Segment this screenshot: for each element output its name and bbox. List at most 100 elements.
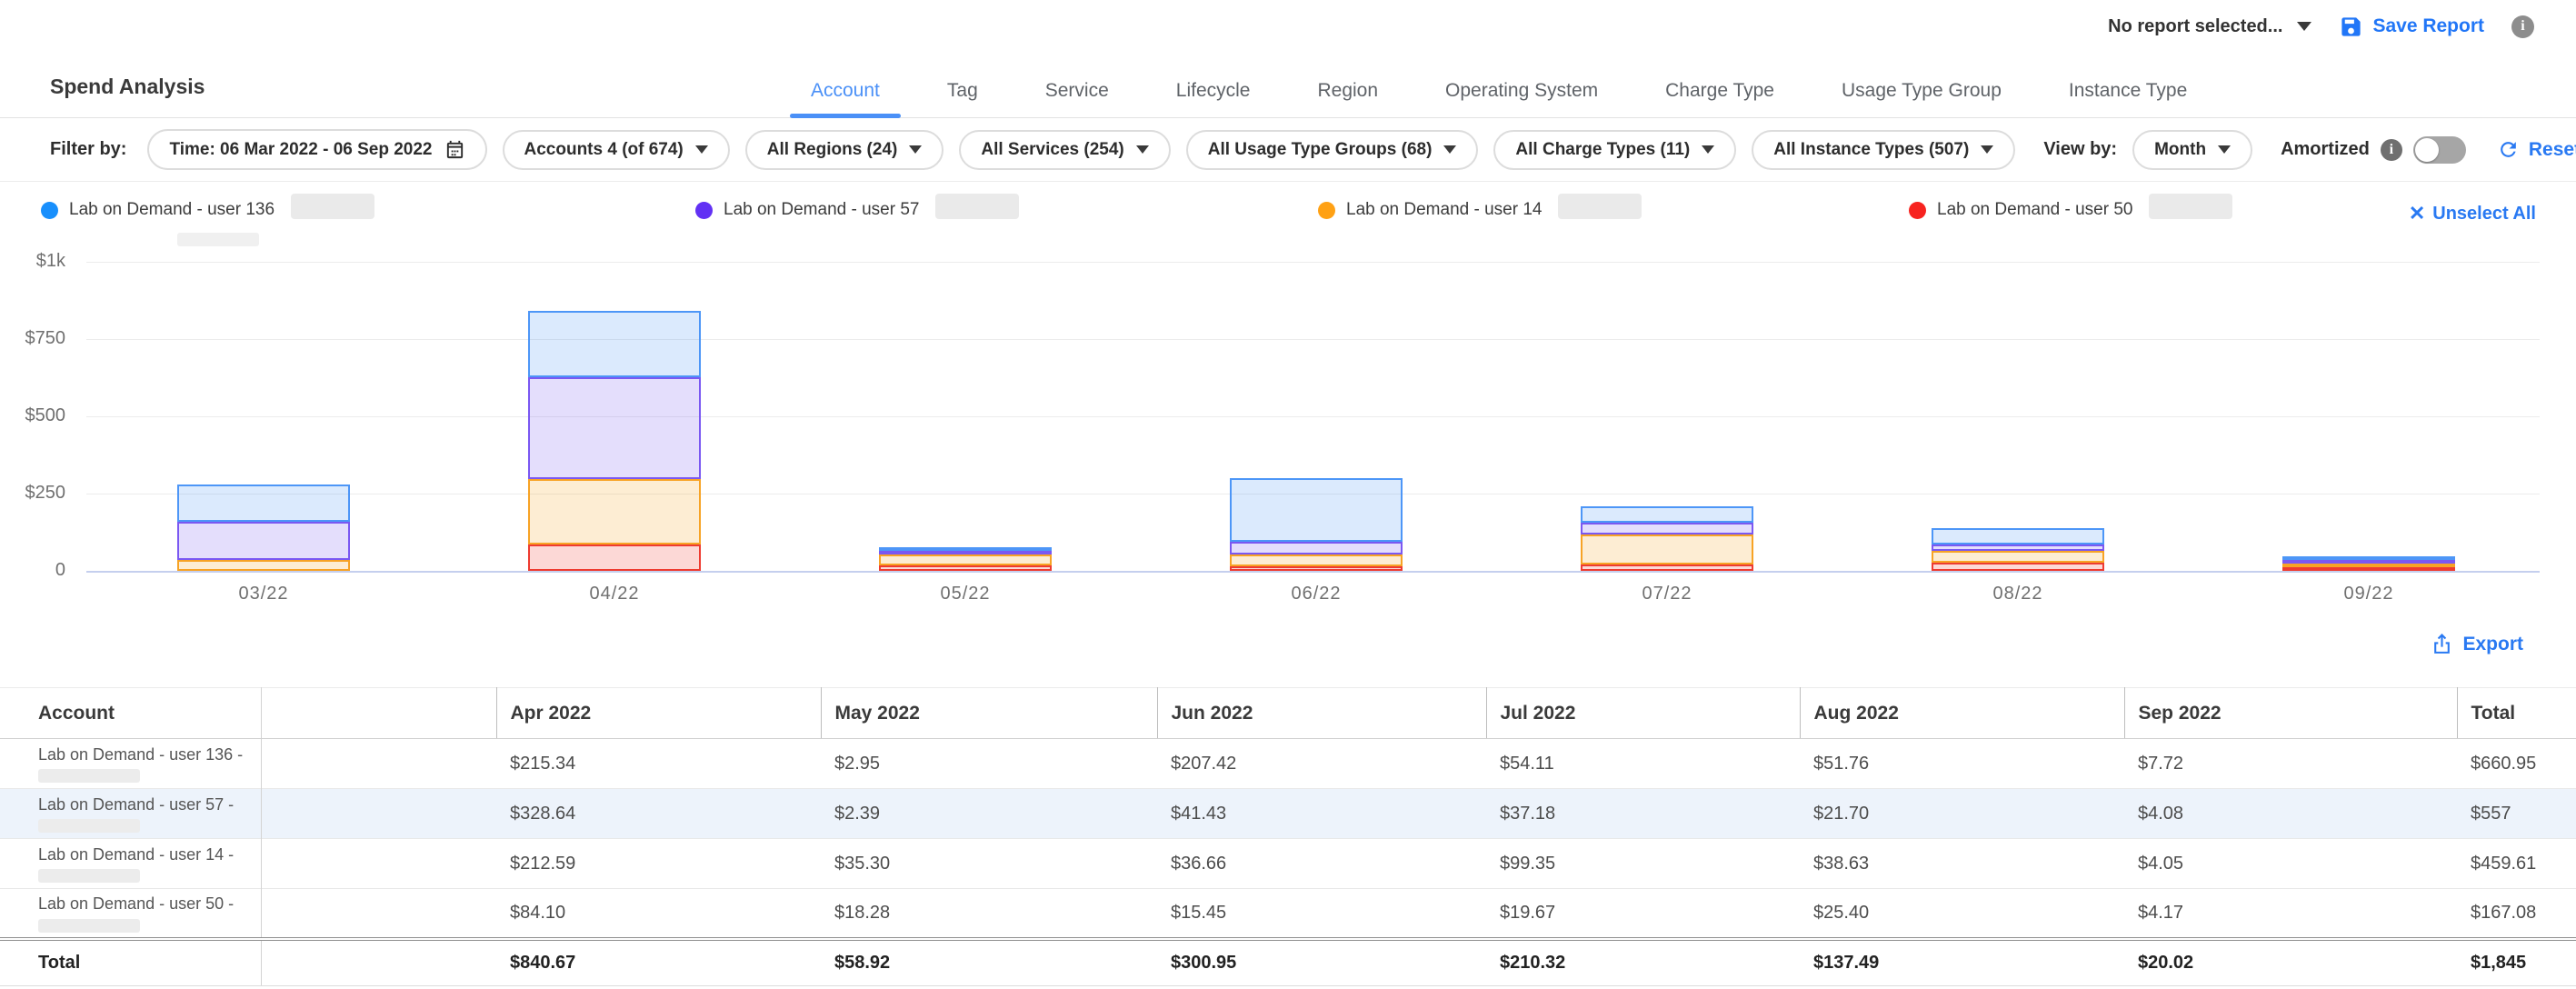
bar-04-22 [528,311,701,571]
bar-segment-lab-on-demand-user-136[interactable] [1230,478,1403,543]
value-cell: $21.70 [1800,789,2124,839]
gridline [86,416,2540,417]
bar-segment-lab-on-demand-user-50[interactable] [2282,567,2455,571]
bar-segment-lab-on-demand-user-14[interactable] [177,560,350,571]
legend-item-lab-on-demand-user-136[interactable]: Lab on Demand - user 136 [41,200,374,220]
table-header-row: AccountApr 2022May 2022Jun 2022Jul 2022A… [0,688,2576,739]
value-cell: $328.64 [496,789,821,839]
x-axis-tick: 04/22 [551,584,678,604]
export-button[interactable]: Export [2431,633,2523,655]
refresh-icon [2497,138,2520,161]
bar-segment-lab-on-demand-user-50[interactable] [1230,566,1403,571]
amortized-toggle[interactable] [2413,136,2466,164]
amortized-label: Amortized [2281,139,2370,160]
tab-instance-type[interactable]: Instance Type [2035,64,2221,118]
value-cell: $58.92 [821,939,1157,986]
bar-segment-lab-on-demand-user-50[interactable] [1581,564,1753,571]
column-header-may-2022: May 2022 [821,688,1157,739]
bar-segment-lab-on-demand-user-14[interactable] [1230,554,1403,565]
column-header-total: Total [2457,688,2576,739]
tab-lifecycle[interactable]: Lifecycle [1143,64,1284,118]
filter-all-regions-24[interactable]: All Regions (24) [745,130,944,170]
value-cell: $99.35 [1486,839,1800,889]
value-cell: $84.10 [496,889,821,939]
amortized-info-icon[interactable]: i [2381,139,2402,161]
bar-segment-lab-on-demand-user-57[interactable] [528,377,701,479]
reset-filters-button[interactable]: Reset Filters [2497,138,2576,161]
tab-operating-system[interactable]: Operating System [1412,64,1632,118]
y-axis-tick: $750 [9,328,65,349]
bar-segment-lab-on-demand-user-14[interactable] [1932,551,2104,563]
value-cell: $459.61 [2457,839,2576,889]
bar-segment-lab-on-demand-user-50[interactable] [879,565,1052,571]
legend-dot-icon [695,202,713,219]
tab-region[interactable]: Region [1283,64,1412,118]
bar-segment-lab-on-demand-user-136[interactable] [1932,528,2104,544]
chevron-down-icon [1702,145,1714,154]
bar-segment-lab-on-demand-user-57[interactable] [177,522,350,561]
value-cell: $137.49 [1800,939,2124,986]
bar-segment-lab-on-demand-user-136[interactable] [1581,506,1753,523]
bar-segment-lab-on-demand-user-57[interactable] [1230,542,1403,554]
table-row-lab-on-demand-user-136[interactable]: Lab on Demand - user 136 -$215.34$2.95$2… [0,739,2576,789]
tab-usage-type-group[interactable]: Usage Type Group [1808,64,2035,118]
filter-value: All Instance Types (507) [1773,140,1969,160]
close-icon: ✕ [2409,202,2425,225]
legend-item-lab-on-demand-user-14[interactable]: Lab on Demand - user 14 [1318,200,1642,220]
value-cell: $207.42 [1157,739,1486,789]
table-row-lab-on-demand-user-50[interactable]: Lab on Demand - user 50 -$84.10$18.28$15… [0,889,2576,939]
bar-segment-lab-on-demand-user-50[interactable] [1932,563,2104,571]
filter-all-charge-types-11[interactable]: All Charge Types (11) [1493,130,1736,170]
legend-dot-icon [1318,202,1335,219]
view-by-dropdown[interactable]: Month [2132,130,2252,170]
filter-all-services-254[interactable]: All Services (254) [959,130,1170,170]
value-cell: $215.34 [496,739,821,789]
filter-by-label: Filter by: [50,139,126,160]
filter-all-usage-type-groups-68[interactable]: All Usage Type Groups (68) [1186,130,1479,170]
time-range-value: Time: 06 Mar 2022 - 06 Sep 2022 [169,140,432,160]
bar-segment-lab-on-demand-user-57[interactable] [1581,523,1753,534]
report-selector-dropdown[interactable]: No report selected... [2108,16,2311,37]
time-range-filter[interactable]: Time: 06 Mar 2022 - 06 Sep 2022 [147,129,486,170]
account-name: Lab on Demand - user 136 - [38,744,261,765]
table-row-lab-on-demand-user-57[interactable]: Lab on Demand - user 57 -$328.64$2.39$41… [0,789,2576,839]
bar-segment-lab-on-demand-user-136[interactable] [177,485,350,522]
unselect-all-button[interactable]: ✕ Unselect All [2409,202,2536,225]
redacted-account-id [2149,194,2232,219]
bar-segment-lab-on-demand-user-14[interactable] [879,554,1052,565]
value-cell: $4.05 [2124,839,2457,889]
bar-segment-lab-on-demand-user-14[interactable] [1581,534,1753,565]
bar-segment-lab-on-demand-user-50[interactable] [528,544,701,571]
bar-segment-lab-on-demand-user-14[interactable] [528,479,701,544]
chevron-down-icon [1443,145,1456,154]
value-cell: $35.30 [821,839,1157,889]
value-cell: $41.43 [1157,789,1486,839]
bar-segment-lab-on-demand-user-136[interactable] [528,311,701,377]
tab-service[interactable]: Service [1012,64,1143,118]
tab-charge-type[interactable]: Charge Type [1632,64,1808,118]
value-cell: $212.59 [496,839,821,889]
legend-item-lab-on-demand-user-50[interactable]: Lab on Demand - user 50 [1909,200,2232,220]
filter-value: All Services (254) [981,140,1123,160]
chevron-down-icon [2297,22,2311,31]
value-cell: $25.40 [1800,889,2124,939]
filter-bar: Filter by: Time: 06 Mar 2022 - 06 Sep 20… [0,118,2576,182]
filter-all-instance-types-507[interactable]: All Instance Types (507) [1752,130,2015,170]
column-header-jul-2022: Jul 2022 [1486,688,1800,739]
bar-07-22 [1581,506,1753,571]
redacted-account-id [935,194,1019,219]
bar-segment-lab-on-demand-user-57[interactable] [1932,544,2104,551]
table-body: Lab on Demand - user 136 -$215.34$2.95$2… [0,739,2576,986]
value-cell: $2.39 [821,789,1157,839]
save-report-button[interactable]: Save Report [2339,15,2484,39]
amortized-control: Amortized i [2281,136,2466,164]
tab-account[interactable]: Account [777,64,914,118]
tab-tag[interactable]: Tag [914,64,1012,118]
redacted-account-id [38,819,140,833]
redacted-account-id [1558,194,1642,219]
filter-accounts-4-of-674[interactable]: Accounts 4 (of 674) [503,130,730,170]
x-axis-tick: 08/22 [1954,584,2082,604]
legend-item-lab-on-demand-user-57[interactable]: Lab on Demand - user 57 [695,200,1019,220]
table-row-lab-on-demand-user-14[interactable]: Lab on Demand - user 14 -$212.59$35.30$3… [0,839,2576,889]
info-icon[interactable]: i [2511,15,2534,38]
